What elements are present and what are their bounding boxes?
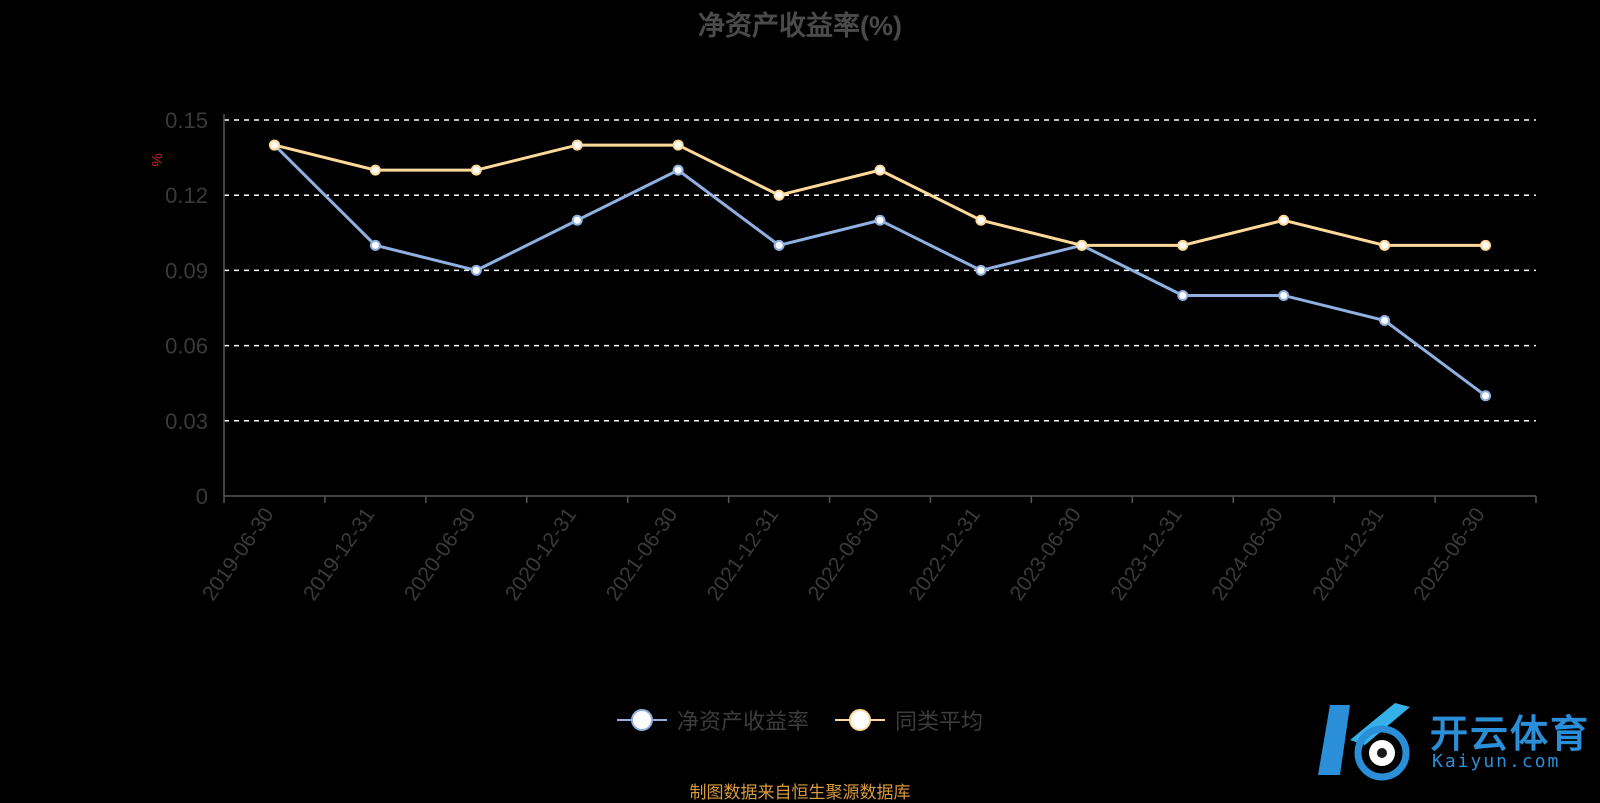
data-point bbox=[975, 264, 987, 276]
x-tick-label: 2019-12-31 bbox=[299, 504, 379, 605]
data-point bbox=[470, 164, 482, 176]
x-tick-label: 2023-06-30 bbox=[1005, 504, 1085, 605]
y-tick-label: 0 bbox=[196, 484, 208, 509]
data-point bbox=[1379, 239, 1391, 251]
y-tick-label: 0.09 bbox=[165, 258, 208, 283]
data-point bbox=[975, 214, 987, 226]
data-point bbox=[1177, 239, 1189, 251]
chart-title: 净资产收益率(%) bbox=[698, 11, 902, 41]
x-tick-label: 2024-12-31 bbox=[1308, 504, 1388, 605]
legend-label-series2: 同类平均 bbox=[895, 709, 984, 734]
legend-item-series2[interactable]: 同类平均 bbox=[835, 704, 983, 736]
y-tick-label: 0.03 bbox=[165, 409, 208, 434]
watermark-url: Kaiyun.com bbox=[1432, 751, 1561, 772]
data-point bbox=[1177, 289, 1189, 301]
y-tick-label: 0.15 bbox=[165, 108, 208, 133]
data-point bbox=[369, 239, 381, 251]
data-point bbox=[773, 189, 785, 201]
y-tick-labels: 0 0.03 0.06 0.09 0.12 0.15 bbox=[165, 108, 208, 509]
x-tick-label: 2022-06-30 bbox=[804, 504, 884, 605]
x-tick-label: 2022-12-31 bbox=[905, 504, 985, 605]
axes bbox=[223, 114, 1537, 503]
data-point bbox=[1379, 315, 1391, 327]
data-point bbox=[571, 139, 583, 151]
y-axis-label: % bbox=[149, 153, 166, 166]
data-point bbox=[268, 139, 280, 151]
legend-label-series1: 净资产收益率 bbox=[676, 709, 809, 734]
x-tick-label: 2024-06-30 bbox=[1207, 504, 1287, 605]
data-source-note: 制图数据来自恒生聚源数据库 bbox=[689, 783, 911, 802]
legend-item-series1[interactable]: 净资产收益率 bbox=[616, 704, 809, 736]
x-tick-label: 2021-12-31 bbox=[703, 504, 783, 605]
grid-lines bbox=[224, 119, 1536, 422]
data-point bbox=[672, 164, 684, 176]
data-point bbox=[1278, 214, 1290, 226]
data-point bbox=[1480, 239, 1492, 251]
x-tick-label: 2019-06-30 bbox=[198, 504, 278, 605]
series-lines bbox=[268, 139, 1492, 402]
data-point bbox=[874, 164, 886, 176]
x-tick-label: 2025-06-30 bbox=[1409, 504, 1489, 605]
y-tick-label: 0.06 bbox=[165, 334, 208, 359]
data-point bbox=[874, 214, 886, 226]
x-tick-label: 2020-12-31 bbox=[501, 504, 581, 605]
data-point bbox=[369, 164, 381, 176]
x-tick-label: 2020-06-30 bbox=[400, 504, 480, 605]
data-point bbox=[1278, 289, 1290, 301]
legend-marker-series2 bbox=[835, 709, 885, 731]
data-point bbox=[773, 239, 785, 251]
legend: 净资产收益率 同类平均 bbox=[0, 704, 1600, 736]
data-point bbox=[1076, 239, 1088, 251]
data-point bbox=[672, 139, 684, 151]
y-tick-label: 0.12 bbox=[165, 183, 208, 208]
k-soccer-logo-icon bbox=[1318, 703, 1410, 781]
watermark-logo: 开云体育 Kaiyun.com bbox=[1310, 695, 1595, 785]
legend-marker-series1 bbox=[616, 709, 667, 731]
data-point bbox=[1480, 390, 1492, 402]
data-point bbox=[470, 264, 482, 276]
watermark-name: 开云体育 bbox=[1430, 714, 1591, 756]
data-point bbox=[571, 214, 583, 226]
x-tick-label: 2023-12-31 bbox=[1106, 504, 1186, 605]
x-tick-labels: 2019-06-30 2019-12-31 2020-06-30 2020-12-31… bbox=[198, 504, 1490, 605]
x-tick-label: 2021-06-30 bbox=[602, 504, 682, 605]
